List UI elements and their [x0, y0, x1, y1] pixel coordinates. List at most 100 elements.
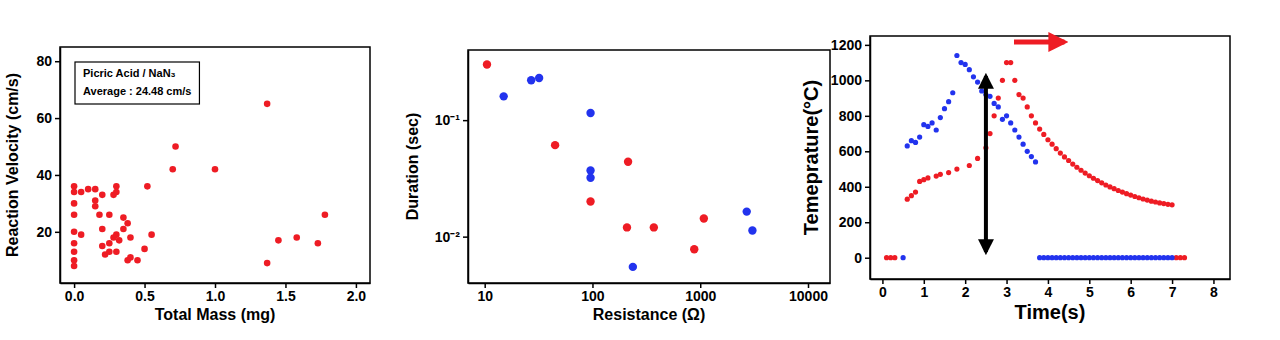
- y-axis-label: Duration (sec): [404, 113, 421, 221]
- chart-2: 012345678020040060080010001200Time(s)Tem…: [800, 36, 1231, 323]
- point: [264, 260, 271, 267]
- x-tick-label: 8: [1210, 284, 1218, 300]
- point: [78, 189, 85, 196]
- point: [141, 246, 148, 253]
- y-tick-label: 1200: [831, 37, 862, 53]
- y-axis: 20406080: [36, 48, 60, 284]
- y-tick-label: 200: [839, 214, 863, 230]
- series-0: [483, 60, 708, 253]
- x-axis: 10100100010000: [469, 283, 831, 304]
- y-tick: 1200: [831, 37, 870, 53]
- point: [992, 113, 997, 118]
- y-tick-label: 60: [36, 110, 52, 126]
- x-tick-label: 0.5: [135, 288, 155, 304]
- x-tick: 0: [879, 279, 887, 300]
- x-tick: 1.0: [206, 283, 226, 304]
- point: [483, 60, 491, 68]
- x-tick-label: 10000: [789, 288, 828, 304]
- x-tick-label: 1.5: [276, 288, 296, 304]
- x-tick: 2.0: [347, 283, 367, 304]
- y-tick-mark: [55, 232, 60, 234]
- point: [917, 135, 922, 140]
- y-axis-line: [870, 37, 872, 280]
- y-axis-line: [468, 51, 470, 284]
- point: [938, 115, 943, 120]
- point: [78, 231, 85, 238]
- point: [748, 226, 756, 234]
- point: [113, 231, 120, 238]
- x-tick-label: 5: [1086, 284, 1094, 300]
- plot-frame: [870, 36, 1230, 279]
- x-tick: 1.5: [276, 283, 296, 304]
- x-tick-label: 10: [477, 288, 493, 304]
- y-tick: 0: [854, 250, 870, 266]
- x-tick: 10000: [789, 283, 828, 304]
- point: [979, 88, 984, 93]
- point: [148, 231, 155, 238]
- point: [913, 189, 918, 194]
- point: [535, 74, 543, 82]
- y-axis-label: Temeprature(°C): [800, 80, 822, 235]
- point: [1008, 120, 1013, 125]
- y-tick: 1000: [831, 72, 870, 88]
- point: [892, 255, 897, 260]
- x-axis: 012345678: [871, 279, 1231, 300]
- point: [96, 211, 103, 218]
- point: [1000, 78, 1005, 83]
- x-tick-label: 0: [879, 284, 887, 300]
- y-tick: 20: [36, 224, 60, 240]
- point: [1070, 161, 1075, 166]
- point: [1062, 154, 1067, 159]
- series-1: [499, 74, 756, 271]
- point: [106, 240, 113, 247]
- point: [71, 263, 78, 270]
- red-arrow: [1014, 40, 1064, 45]
- point: [212, 166, 219, 173]
- point: [963, 62, 968, 67]
- chart-1: 1010010001000010⁻²10⁻¹Resistance (Ω)Dura…: [404, 50, 831, 323]
- point: [144, 183, 151, 190]
- point: [315, 240, 322, 247]
- point: [909, 193, 914, 198]
- point: [1058, 150, 1063, 155]
- y-axis-line: [60, 48, 62, 284]
- point: [743, 207, 751, 215]
- point: [1025, 104, 1030, 109]
- point: [967, 67, 972, 72]
- point: [1008, 60, 1013, 65]
- point: [992, 101, 997, 106]
- black-arrow: [984, 76, 988, 252]
- point: [92, 186, 99, 193]
- x-tick: 1: [920, 279, 928, 300]
- point: [586, 197, 594, 205]
- x-tick: 1000: [685, 283, 716, 304]
- y-axis: 10⁻² 10⁻¹: [435, 51, 469, 284]
- point: [925, 124, 930, 129]
- y-tick: 60: [36, 110, 60, 126]
- point: [1021, 95, 1026, 100]
- points: [71, 101, 328, 270]
- point: [623, 223, 631, 231]
- point: [1169, 255, 1174, 260]
- point: [264, 101, 271, 108]
- y-tick-mark: [865, 45, 870, 47]
- point: [127, 234, 134, 241]
- point: [71, 183, 78, 190]
- point: [996, 104, 1001, 109]
- point: [106, 248, 113, 255]
- point: [942, 106, 947, 111]
- point: [950, 90, 955, 95]
- plot-frame: [60, 47, 370, 283]
- x-tick: 3: [1003, 279, 1011, 300]
- point: [929, 120, 934, 125]
- point: [690, 245, 698, 253]
- point: [99, 226, 106, 233]
- point: [275, 237, 282, 244]
- y-tick: 10⁻²: [435, 229, 468, 245]
- y-tick: 10⁻¹: [435, 112, 468, 128]
- x-axis-label: Time(s): [1015, 301, 1086, 323]
- y-tick-mark: [55, 61, 60, 63]
- annotation: Average : 24.48 cm/s: [83, 85, 191, 97]
- point: [586, 109, 594, 117]
- point: [1169, 202, 1174, 207]
